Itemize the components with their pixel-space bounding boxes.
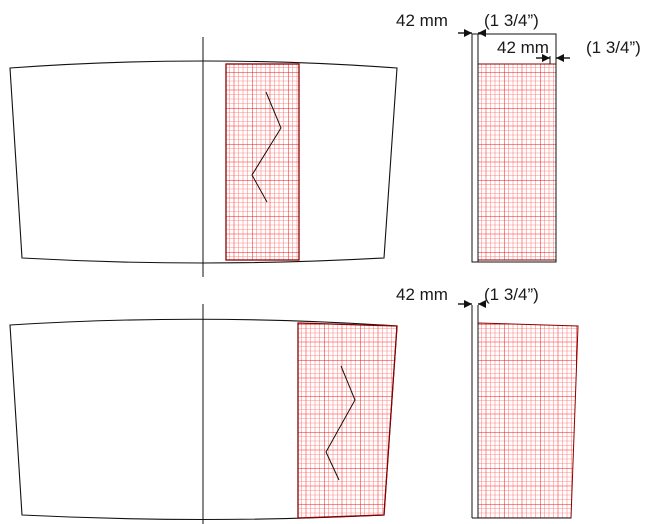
top-side-view bbox=[458, 29, 570, 263]
bottom-side-grid bbox=[477, 322, 579, 519]
top-side-frame bbox=[471, 33, 557, 263]
dim-arrow-5-head bbox=[464, 300, 472, 308]
dim-arrow-2-head bbox=[478, 29, 486, 37]
top-left-dimension-label: 42 mm bbox=[396, 11, 448, 30]
top-zigzag-mark bbox=[251, 91, 282, 203]
bottom-zigzag-mark bbox=[325, 365, 356, 481]
top-side-grid bbox=[477, 63, 557, 261]
dim-arrow-4-head bbox=[556, 54, 564, 62]
top-front-view bbox=[9, 37, 398, 277]
top-left-imperial-label: (1 3/4”) bbox=[484, 11, 539, 30]
top-right-imperial-label: (1 3/4”) bbox=[586, 38, 641, 57]
bottom-imperial-label: (1 3/4”) bbox=[484, 285, 539, 304]
bottom-grid-band bbox=[297, 322, 398, 519]
top-right-dimension-label: 42 mm bbox=[497, 38, 549, 57]
dim-arrow-3-head bbox=[542, 54, 550, 62]
dim-arrow-6-head bbox=[478, 300, 486, 308]
bottom-dimension-label: 42 mm bbox=[396, 285, 448, 304]
dim-arrow-1-head bbox=[464, 29, 472, 37]
top-grid-band bbox=[225, 63, 300, 261]
bottom-side-view bbox=[458, 300, 579, 519]
bottom-front-view bbox=[9, 304, 398, 524]
